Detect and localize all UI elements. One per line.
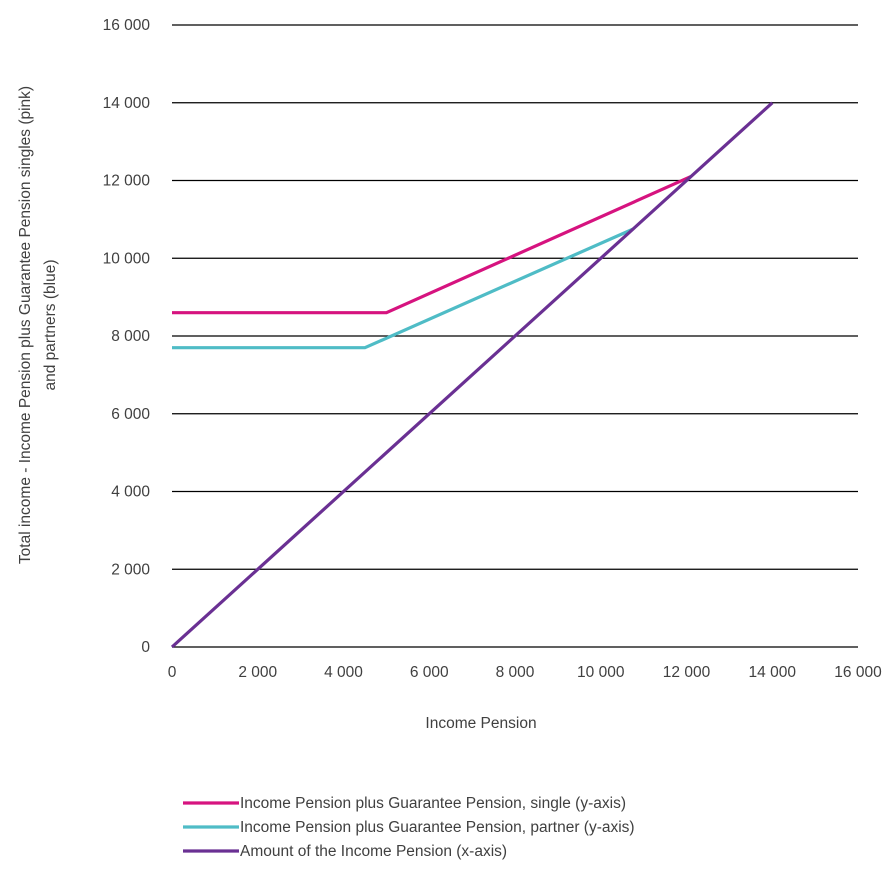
x-tick-label: 6 000 [410,664,449,681]
y-tick-label: 8 000 [111,328,150,345]
x-tick-label: 2 000 [238,664,277,681]
y-tick-label: 4 000 [111,484,150,501]
y-tick-label: 14 000 [103,95,151,112]
series-line-0 [172,175,692,315]
y-axis-title-line-1: Total income - Income Pension plus Guara… [17,86,34,564]
x-tick-label: 12 000 [663,664,711,681]
y-tick-label: 2 000 [111,561,150,578]
y-tick-label: 12 000 [103,173,151,190]
x-tick-labels: 0 2 000 4 000 6 000 8 000 10 000 12 000 14 000 1… [168,664,882,681]
y-tick-label: 0 [141,639,150,656]
series-line-1 [172,227,634,350]
x-tick-label: 4 000 [324,664,363,681]
legend-label-0: Income Pension plus Guarantee Pension, s… [240,795,626,812]
x-axis-title: Income Pension [425,715,536,732]
series-lines [170,101,774,649]
x-tick-label: 8 000 [496,664,535,681]
y-axis-title: Total income - Income Pension plus Guara… [17,86,59,564]
y-tick-label: 16 000 [103,17,151,34]
legend: Income Pension plus Guarantee Pension, s… [183,795,635,860]
series-line-2 [170,101,774,649]
x-tick-label: 16 000 [834,664,882,681]
x-tick-label: 14 000 [749,664,797,681]
y-tick-labels: 0 2 000 4 000 6 000 8 000 10 000 12 000 14 000 1… [103,17,151,656]
legend-label-2: Amount of the Income Pension (x-axis) [240,843,507,860]
x-tick-label: 0 [168,664,177,681]
y-tick-label: 10 000 [103,250,151,267]
y-axis-title-line-2: and partners (blue) [42,260,59,391]
y-tick-label: 6 000 [111,406,150,423]
legend-label-1: Income Pension plus Guarantee Pension, p… [240,819,635,836]
x-tick-label: 10 000 [577,664,625,681]
